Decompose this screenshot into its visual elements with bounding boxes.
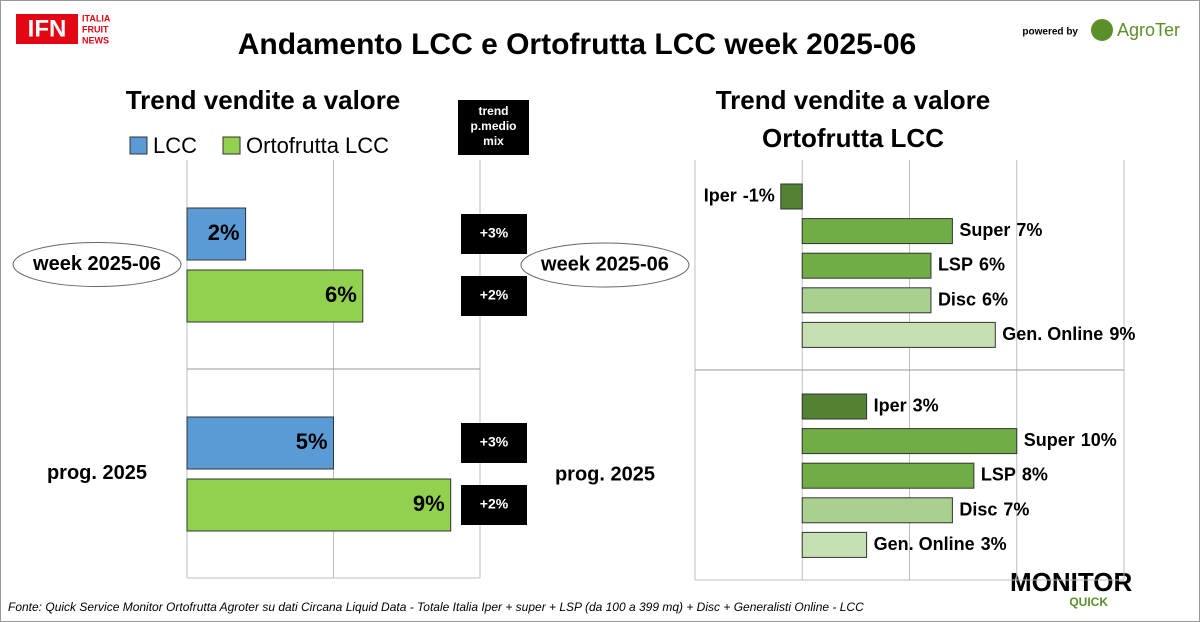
legend-label: Ortofrutta LCC <box>246 133 389 158</box>
series-name: LSP <box>981 464 1016 484</box>
bar <box>801 321 996 348</box>
category-label: week 2025-06 <box>540 253 669 275</box>
trend-label: +2% <box>480 496 509 512</box>
value-label: 9% <box>413 491 445 516</box>
monitor-logo: MONITOR <box>1010 567 1133 597</box>
bar <box>801 462 975 489</box>
trend-header: mix <box>483 134 504 148</box>
bar <box>186 269 364 323</box>
bar <box>801 252 932 279</box>
bar <box>801 428 1018 455</box>
ifn-logo: IFN <box>28 15 67 42</box>
value-label: Iper 3% <box>874 395 939 415</box>
ifn-line: NEWS <box>82 35 109 45</box>
trend-label: +3% <box>480 434 509 450</box>
value-text: 6% <box>979 254 1005 274</box>
value-label: Super 7% <box>959 220 1042 240</box>
agroter-icon <box>1091 19 1113 41</box>
value-text: 8% <box>1022 464 1048 484</box>
category-label: week 2025-06 <box>32 253 161 275</box>
main-title: Andamento LCC e Ortofrutta LCC week 2025… <box>238 28 916 61</box>
series-name: LSP <box>938 254 973 274</box>
trend-label: +2% <box>480 287 509 303</box>
ifn-logo-box <box>16 14 78 44</box>
value-text: -1% <box>743 185 775 205</box>
trend-label: +3% <box>480 225 509 241</box>
legend-swatch <box>222 136 241 155</box>
powered-by: powered by <box>1022 27 1078 38</box>
source: Fonte: Quick Service Monitor Ortofrutta … <box>8 600 864 614</box>
trend-header: trend <box>479 104 509 118</box>
trend-box <box>461 423 527 463</box>
value-text: 3% <box>981 534 1007 554</box>
category-highlight <box>520 242 690 288</box>
ifn-line: ITALIA <box>82 13 111 23</box>
category-highlight <box>12 242 182 287</box>
bar <box>186 478 452 532</box>
bar <box>801 218 953 245</box>
value-text: 7% <box>1003 499 1029 519</box>
category-label: prog. 2025 <box>555 463 655 485</box>
trend-box <box>461 485 527 525</box>
bar <box>801 393 868 420</box>
value-label: LSP 8% <box>981 464 1048 484</box>
value-text: 10% <box>1081 430 1117 450</box>
series-name: Disc <box>959 499 997 519</box>
value-label: 6% <box>325 282 357 307</box>
series-name: Super <box>959 220 1010 240</box>
legend-label: LCC <box>153 133 197 158</box>
category-label: prog. 2025 <box>47 462 147 484</box>
chart-title: Trend vendite a valore <box>126 85 401 115</box>
value-label: LSP 6% <box>938 254 1005 274</box>
series-name: Iper <box>874 395 907 415</box>
value-label: 5% <box>296 429 328 454</box>
agroter-logo: AgroTer <box>1117 20 1180 40</box>
trend-header-box <box>458 100 529 155</box>
value-text: 3% <box>913 395 939 415</box>
trend-box <box>461 214 527 254</box>
bar <box>801 531 868 558</box>
bar <box>801 287 932 314</box>
value-label: Disc 7% <box>959 499 1029 519</box>
chart-subtitle: Ortofrutta LCC <box>762 123 944 153</box>
value-text: 7% <box>1016 220 1042 240</box>
series-name: Iper <box>704 185 737 205</box>
chart-title: Trend vendite a valore <box>716 85 991 115</box>
bar <box>801 497 953 524</box>
bar <box>780 183 803 210</box>
bar <box>186 207 247 261</box>
series-name: Disc <box>938 289 976 309</box>
series-name: Gen. Online <box>1002 324 1103 344</box>
value-label: Gen. Online 3% <box>874 534 1007 554</box>
value-label: Super 10% <box>1024 430 1117 450</box>
value-label: Gen. Online 9% <box>1002 324 1135 344</box>
trend-header: p.medio <box>470 119 516 133</box>
value-text: 9% <box>1109 324 1135 344</box>
series-name: Super <box>1024 430 1075 450</box>
bar <box>186 416 334 470</box>
value-text: 6% <box>982 289 1008 309</box>
value-label: Iper -1% <box>704 185 775 205</box>
series-name: Gen. Online <box>874 534 975 554</box>
quick-logo: QUICK <box>1069 595 1108 609</box>
value-label: Disc 6% <box>938 289 1008 309</box>
value-label: 2% <box>208 220 240 245</box>
legend-swatch <box>129 136 148 155</box>
trend-box <box>461 276 527 316</box>
ifn-line: FRUIT <box>82 24 109 34</box>
